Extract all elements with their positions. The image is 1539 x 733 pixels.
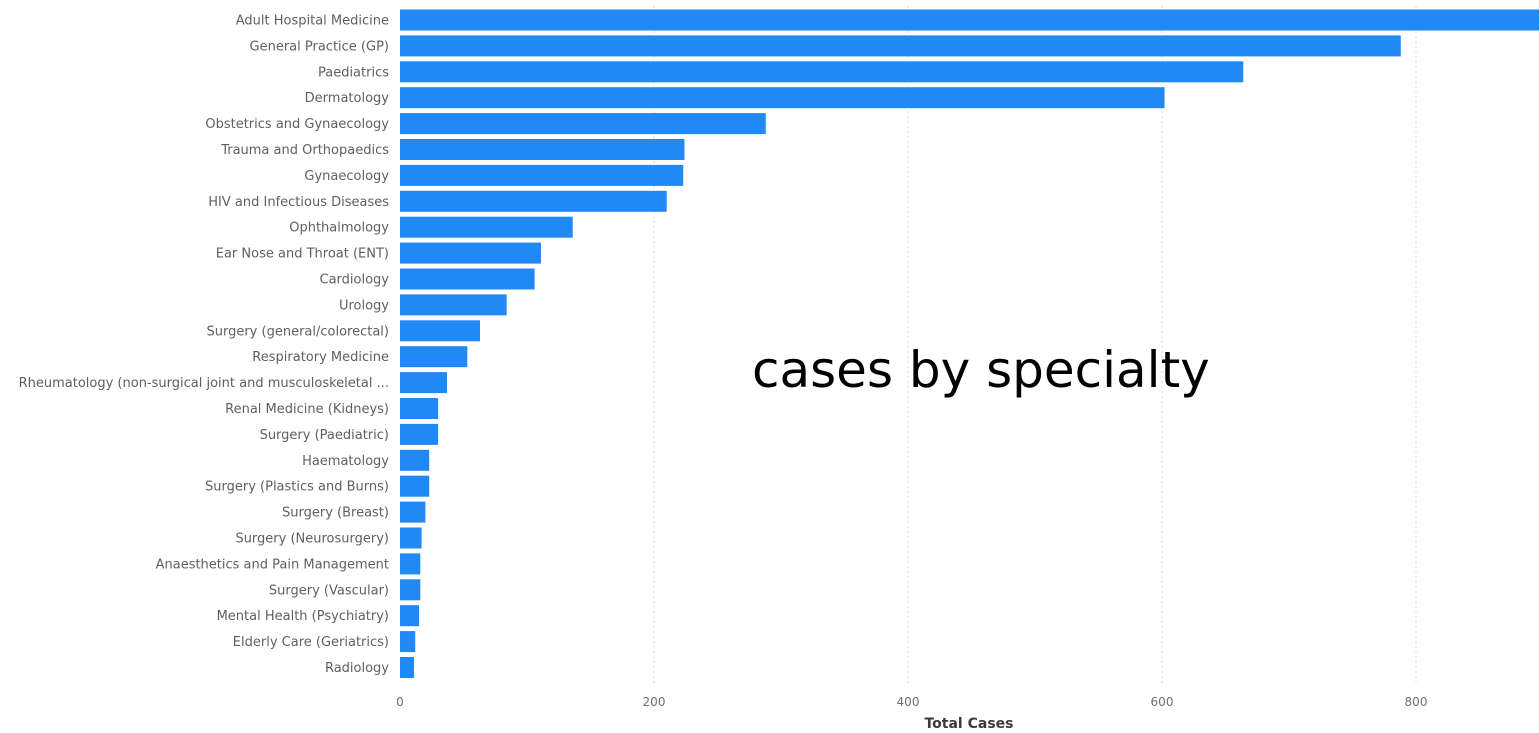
category-label: Gynaecology xyxy=(304,169,389,184)
bar[interactable] xyxy=(400,553,421,575)
bar[interactable] xyxy=(400,423,439,445)
bar[interactable] xyxy=(400,139,685,160)
category-label: Radiology xyxy=(325,661,389,676)
category-label: Surgery (general/colorectal) xyxy=(206,324,389,339)
bar[interactable] xyxy=(400,35,1401,57)
bar[interactable] xyxy=(400,113,766,135)
bar[interactable] xyxy=(400,216,573,238)
category-label: Surgery (Neurosurgery) xyxy=(235,532,389,547)
category-label: Surgery (Breast) xyxy=(282,506,389,521)
category-label: Surgery (Plastics and Burns) xyxy=(205,480,389,495)
bar[interactable] xyxy=(400,579,421,601)
bar[interactable] xyxy=(400,320,481,342)
category-label: Elderly Care (Geriatrics) xyxy=(233,635,389,650)
x-tick-label: 0 xyxy=(396,695,404,709)
category-label: Surgery (Paediatric) xyxy=(260,428,389,443)
category-label: Ophthalmology xyxy=(289,221,389,236)
x-tick-labels: 0 200 400 600 800 xyxy=(396,695,1427,709)
bar[interactable] xyxy=(400,346,468,368)
category-label: HIV and Infectious Diseases xyxy=(208,195,389,210)
bar[interactable] xyxy=(400,631,416,653)
bar[interactable] xyxy=(400,268,535,290)
bar[interactable] xyxy=(400,501,426,523)
bar[interactable] xyxy=(400,61,1244,83)
bar[interactable] xyxy=(400,605,420,627)
category-label: Ear Nose and Throat (ENT) xyxy=(216,247,389,262)
category-label: Adult Hospital Medicine xyxy=(236,14,389,29)
category-label: Dermatology xyxy=(305,91,390,106)
bar[interactable] xyxy=(400,242,541,264)
bars xyxy=(400,9,1539,678)
category-label: Rheumatology (non-surgical joint and mus… xyxy=(19,376,389,391)
bar[interactable] xyxy=(400,449,430,471)
category-label: Cardiology xyxy=(320,273,390,288)
x-tick-label: 600 xyxy=(1151,695,1174,709)
category-labels: Adult Hospital Medicine General Practice … xyxy=(19,14,390,677)
category-label: Trauma and Orthopaedics xyxy=(220,143,389,158)
bar[interactable] xyxy=(400,190,667,212)
bar[interactable] xyxy=(400,294,507,316)
bar[interactable] xyxy=(400,372,447,394)
category-label: Urology xyxy=(339,298,389,313)
category-label: Respiratory Medicine xyxy=(252,350,389,365)
bar[interactable] xyxy=(400,398,439,419)
x-tick-label: 200 xyxy=(643,695,666,709)
grid-lines xyxy=(653,6,1417,684)
category-label: General Practice (GP) xyxy=(250,39,389,54)
category-label: Paediatrics xyxy=(318,65,389,80)
category-label: Surgery (Vascular) xyxy=(269,583,389,598)
bar[interactable] xyxy=(400,657,414,678)
category-label: Mental Health (Psychiatry) xyxy=(217,609,389,624)
chart-annotation: cases by specialty xyxy=(752,341,1210,399)
bar[interactable] xyxy=(400,475,430,497)
x-tick-label: 800 xyxy=(1405,695,1428,709)
category-label: Renal Medicine (Kidneys) xyxy=(225,402,389,417)
x-axis-title: Total Cases xyxy=(924,716,1013,732)
bar[interactable] xyxy=(400,87,1165,109)
bar[interactable] xyxy=(400,9,1539,31)
bar[interactable] xyxy=(400,527,422,549)
category-label: Anaesthetics and Pain Management xyxy=(156,557,389,572)
category-label: Obstetrics and Gynaecology xyxy=(205,117,389,132)
x-tick-label: 400 xyxy=(897,695,920,709)
category-label: Haematology xyxy=(302,454,389,469)
bar[interactable] xyxy=(400,164,684,186)
